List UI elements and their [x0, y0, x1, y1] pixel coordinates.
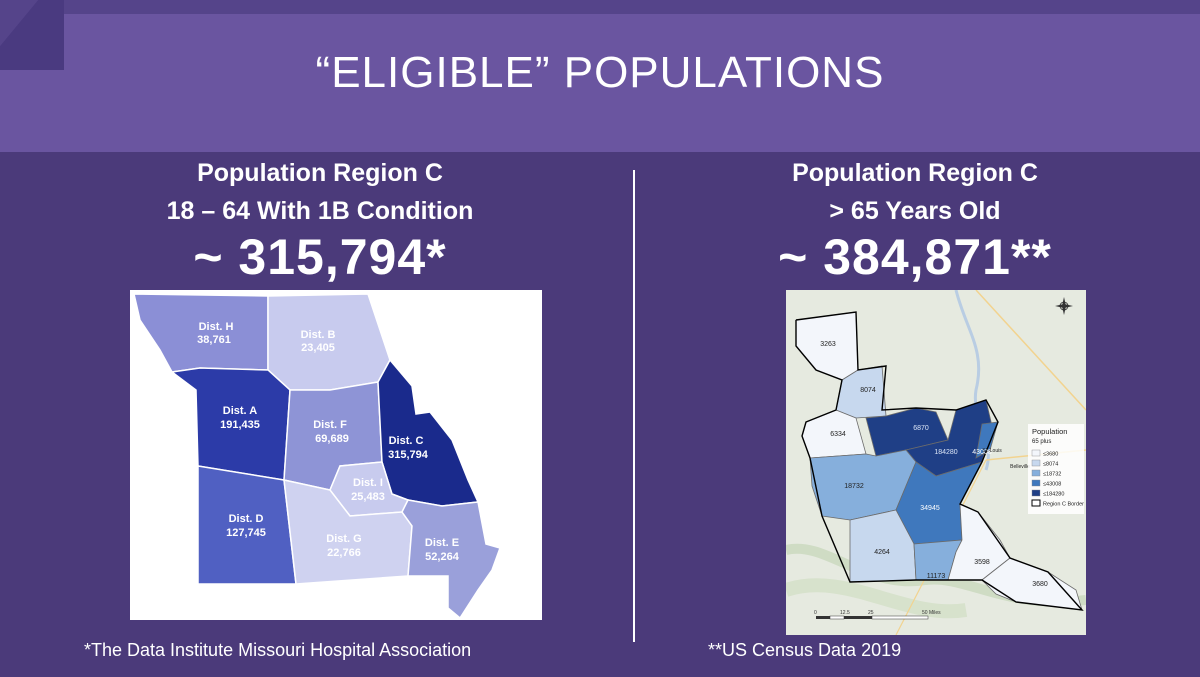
right-total: ~ 384,871**: [778, 229, 1052, 285]
district-e-value: 52,264: [425, 551, 460, 563]
county-value-18732: 18732: [844, 483, 864, 490]
district-h-region: [133, 293, 269, 373]
left-heading-line2: 18 – 64 With 1B Condition: [166, 197, 474, 225]
legend-label: ≤184280: [1043, 492, 1064, 498]
scale-label-3: 50 Miles: [922, 610, 941, 616]
slide-title: “ELIGIBLE” POPULATIONS: [315, 48, 885, 97]
district-d-name: Dist. D: [229, 513, 264, 525]
district-c-region: [377, 358, 480, 507]
left-heading: Population Region C 18 – 64 With 1B Cond…: [60, 154, 580, 230]
left-footnote: *The Data Institute Missouri Hospital As…: [84, 640, 472, 660]
county-value-11173: 11173: [927, 573, 946, 580]
legend-swatch: [1031, 489, 1041, 497]
county-value-6870: 6870: [913, 425, 929, 432]
legend-label: ≤43008: [1043, 482, 1061, 488]
district-i-name: Dist. I: [353, 477, 383, 489]
district-a-name: Dist. A: [223, 405, 257, 417]
compass-rose-icon: [1055, 297, 1073, 315]
right-heading: Population Region C > 65 Years Old: [655, 154, 1175, 230]
legend-swatch: [1031, 479, 1041, 487]
column-divider: [633, 170, 635, 642]
legend-label: ≤3680: [1043, 452, 1058, 458]
region-c-county-map: 3263 8074 6334 6870 184280 43008 18732 3…: [786, 290, 1086, 635]
legend-label: Region C Border: [1043, 502, 1084, 508]
left-heading-line1: Population Region C: [197, 159, 443, 187]
population-legend: Population 65 plus ≤3680 ≤8074 ≤18732 ≤4300…: [1028, 424, 1084, 514]
legend-subtitle: 65 plus: [1032, 439, 1051, 445]
right-heading-line1: Population Region C: [792, 159, 1038, 187]
district-i-value: 25,483: [351, 491, 385, 503]
district-b-value: 23,405: [301, 342, 335, 354]
county-value-43008: 43008: [972, 449, 992, 456]
district-a-value: 191,435: [220, 419, 260, 431]
scale-bar: 0 12.5 25 50 Miles: [814, 610, 941, 620]
district-e-region: [401, 499, 501, 620]
scale-label-0: 0: [814, 610, 817, 616]
county-value-3598: 3598: [974, 559, 990, 566]
city-label-belleville: Belleville: [1010, 464, 1030, 470]
district-f-name: Dist. F: [313, 419, 347, 431]
corner-fold-icon: [0, 0, 64, 70]
district-c-value: 315,794: [388, 449, 429, 461]
scale-label-2: 25: [868, 610, 874, 616]
district-h-value: 38,761: [197, 334, 231, 346]
legend-swatch: [1031, 499, 1041, 507]
district-f-value: 69,689: [315, 433, 349, 445]
banner-top-strip: [0, 0, 1200, 14]
county-value-34945: 34945: [920, 505, 940, 512]
legend-swatch: [1031, 459, 1041, 467]
legend-swatch: [1031, 469, 1041, 477]
county-value-184280: 184280: [934, 449, 957, 456]
district-b-name: Dist. B: [301, 329, 336, 341]
legend-label: ≤8074: [1043, 462, 1058, 468]
county-value-8074: 8074: [860, 387, 876, 394]
county-43008: [975, 421, 999, 459]
left-total: ~ 315,794*: [193, 229, 447, 285]
county-value-3680: 3680: [1032, 581, 1048, 588]
legend-title: Population: [1032, 427, 1067, 436]
district-c-name: Dist. C: [389, 435, 424, 447]
district-d-region: [197, 465, 297, 585]
legend-swatch: [1031, 449, 1041, 457]
district-g-value: 22,766: [327, 547, 361, 559]
district-map-svg: Dist. H 38,761 Dist. B 23,405 Dist. A 19…: [133, 293, 501, 620]
county-value-6334: 6334: [830, 431, 846, 438]
district-d-value: 127,745: [226, 527, 266, 539]
right-heading-line2: > 65 Years Old: [829, 197, 1001, 225]
title-banner: “ELIGIBLE” POPULATIONS: [0, 0, 1200, 152]
district-h-name: Dist. H: [199, 321, 234, 333]
county-value-3263: 3263: [820, 341, 836, 348]
county-map-svg: 3263 8074 6334 6870 184280 43008 18732 3…: [786, 290, 1086, 635]
county-value-4264: 4264: [874, 549, 890, 556]
district-g-name: Dist. G: [326, 533, 361, 545]
district-e-name: Dist. E: [425, 537, 459, 549]
legend-label: ≤18732: [1043, 472, 1061, 478]
city-label-st-louis: St. Louis: [982, 448, 1002, 454]
right-footnote: **US Census Data 2019: [708, 640, 902, 660]
region-c-border: [795, 311, 1084, 611]
missouri-district-map: Dist. H 38,761 Dist. B 23,405 Dist. A 19…: [130, 290, 542, 620]
scale-label-1: 12.5: [840, 610, 850, 616]
